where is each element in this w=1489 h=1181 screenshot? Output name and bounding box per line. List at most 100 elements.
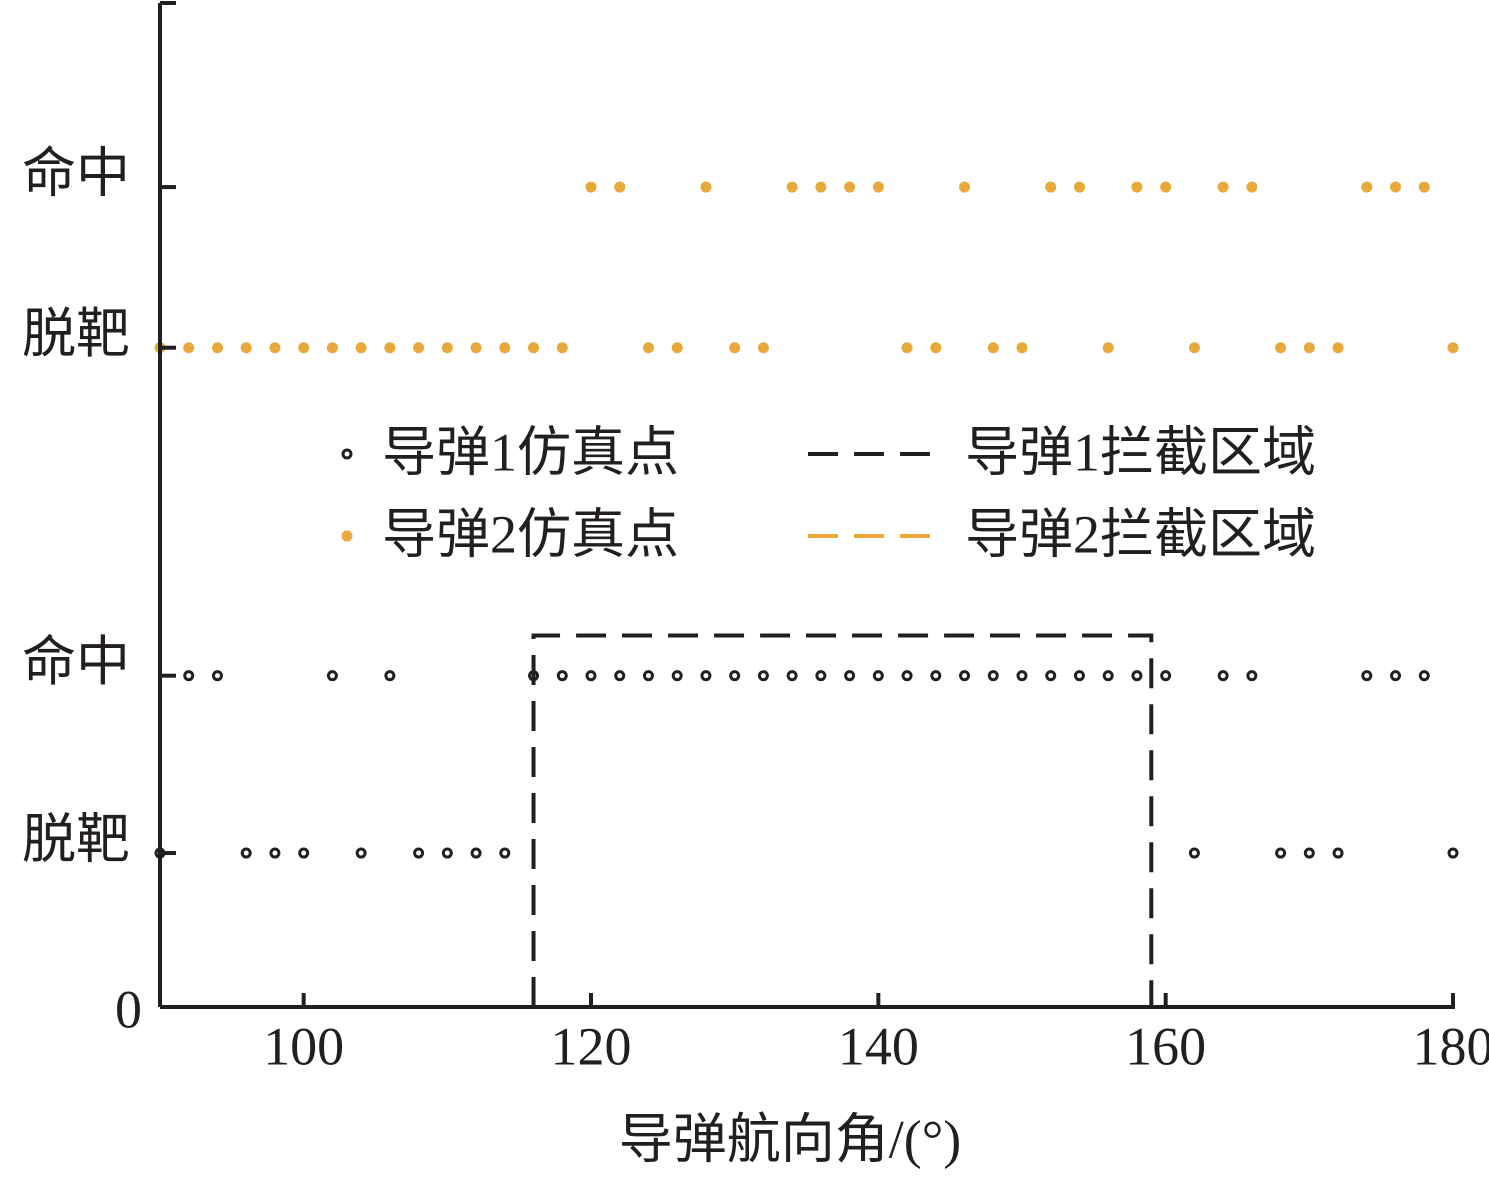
point	[585, 181, 597, 193]
point	[211, 670, 223, 682]
point	[1016, 670, 1028, 682]
point	[844, 670, 856, 682]
point	[585, 670, 597, 682]
point	[1016, 342, 1028, 354]
x-axis-label: 导弹航向角/(°)	[619, 1109, 962, 1169]
point	[183, 342, 195, 354]
point	[901, 670, 913, 682]
point	[987, 670, 999, 682]
point	[901, 342, 913, 354]
point	[1418, 670, 1430, 682]
point	[183, 670, 195, 682]
point	[1390, 670, 1402, 682]
point	[1447, 847, 1459, 859]
point	[959, 670, 971, 682]
point	[1447, 342, 1459, 354]
point	[1303, 342, 1315, 354]
point	[1045, 181, 1057, 193]
point	[1160, 670, 1172, 682]
point	[1332, 847, 1344, 859]
y-tick-label: 0	[115, 979, 142, 1039]
x-tick-label: 100	[263, 1016, 344, 1076]
point	[729, 670, 741, 682]
point	[1303, 847, 1315, 859]
point	[729, 342, 741, 354]
point	[355, 847, 367, 859]
point	[269, 342, 281, 354]
point	[786, 670, 798, 682]
point	[1246, 181, 1258, 193]
point	[441, 342, 453, 354]
point	[1275, 342, 1287, 354]
legend-marker	[341, 530, 353, 542]
point	[1418, 181, 1430, 193]
point	[1217, 670, 1229, 682]
point	[1131, 670, 1143, 682]
point	[556, 670, 568, 682]
point	[642, 670, 654, 682]
legend-label: 导弹1拦截区域	[965, 422, 1316, 482]
legend-label: 导弹2拦截区域	[965, 504, 1316, 564]
point	[1390, 181, 1402, 193]
point	[269, 847, 281, 859]
point	[1217, 181, 1229, 193]
y-tick-label: 脱靶	[22, 304, 130, 364]
point	[930, 342, 942, 354]
point	[1102, 342, 1114, 354]
point	[1045, 670, 1057, 682]
point	[786, 181, 798, 193]
point	[384, 670, 396, 682]
point	[1275, 847, 1287, 859]
point	[1188, 342, 1200, 354]
point	[844, 181, 856, 193]
point	[384, 342, 396, 354]
point	[930, 670, 942, 682]
point	[1131, 181, 1143, 193]
point	[556, 342, 568, 354]
point	[528, 342, 540, 354]
legend-label: 导弹1仿真点	[382, 422, 679, 482]
point	[298, 847, 310, 859]
point	[240, 847, 252, 859]
point	[470, 342, 482, 354]
point	[413, 847, 425, 859]
point	[211, 342, 223, 354]
point	[441, 847, 453, 859]
x-tick-label: 140	[838, 1016, 919, 1076]
point	[757, 342, 769, 354]
point	[470, 847, 482, 859]
x-tick-label: 160	[1125, 1016, 1206, 1076]
point	[700, 181, 712, 193]
point	[614, 670, 626, 682]
point	[240, 342, 252, 354]
point	[1361, 181, 1373, 193]
point	[671, 670, 683, 682]
x-tick-label: 120	[551, 1016, 632, 1076]
legend-marker	[341, 448, 353, 460]
point	[355, 342, 367, 354]
point	[326, 670, 338, 682]
point	[700, 670, 712, 682]
point	[1073, 181, 1085, 193]
point	[757, 670, 769, 682]
point	[959, 181, 971, 193]
point	[1073, 670, 1085, 682]
legend-label: 导弹2仿真点	[382, 504, 679, 564]
point	[1102, 670, 1114, 682]
point	[413, 342, 425, 354]
point	[298, 342, 310, 354]
point	[499, 847, 511, 859]
point	[1361, 670, 1373, 682]
point	[326, 342, 338, 354]
point	[815, 181, 827, 193]
point	[499, 342, 511, 354]
y-tick-label: 脱靶	[22, 809, 130, 869]
point	[1332, 342, 1344, 354]
y-tick-label: 命中	[22, 143, 130, 203]
point	[614, 181, 626, 193]
point	[872, 181, 884, 193]
y-tick-label: 命中	[22, 632, 130, 692]
point	[1246, 670, 1258, 682]
point	[815, 670, 827, 682]
